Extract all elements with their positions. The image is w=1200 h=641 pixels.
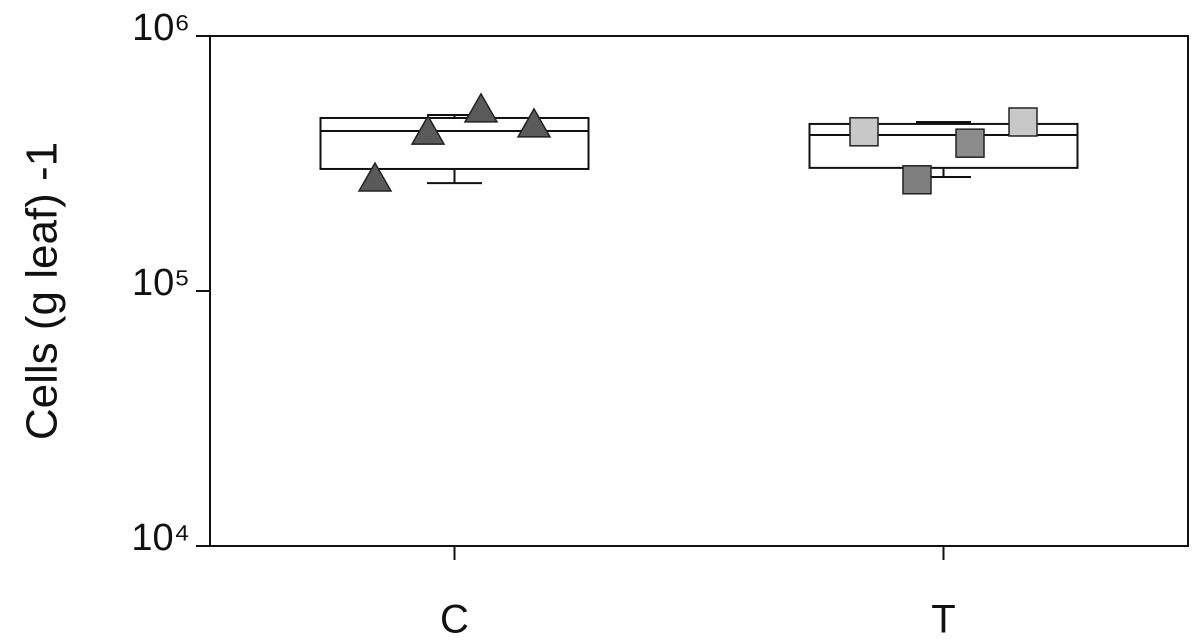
box	[319, 116, 590, 170]
y-axis-label: Cells (g leaf) -1	[18, 142, 67, 440]
point	[516, 107, 552, 138]
plot-frame	[209, 35, 1189, 547]
x-tick-label: C	[440, 598, 469, 641]
point	[410, 114, 446, 145]
point	[902, 165, 932, 195]
y-tick-label: 10⁴	[131, 517, 190, 559]
point	[849, 117, 879, 147]
point	[1008, 107, 1038, 137]
box	[808, 122, 1079, 169]
point	[357, 161, 393, 192]
point	[955, 128, 985, 158]
y-tick-label: 10⁶	[132, 7, 190, 49]
point	[463, 92, 499, 123]
y-tick-label: 10⁵	[132, 262, 190, 304]
x-tick-label: T	[931, 598, 955, 641]
